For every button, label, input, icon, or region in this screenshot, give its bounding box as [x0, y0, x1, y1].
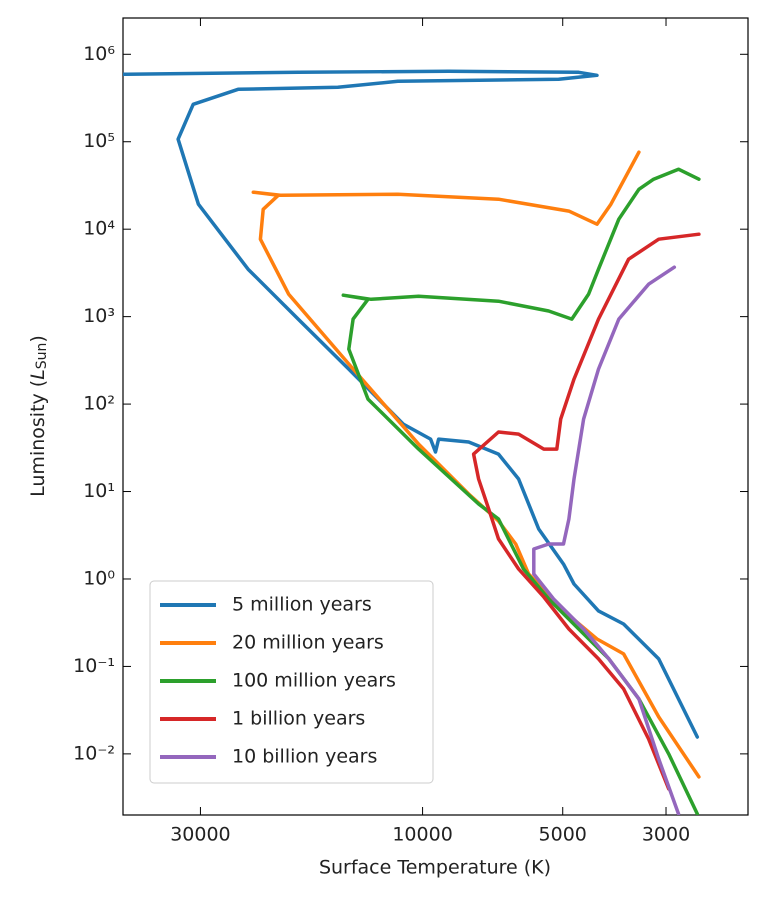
y-label-symbol: L [27, 369, 49, 380]
y-tick-label: 10² [83, 393, 115, 415]
plot-area [123, 69, 701, 815]
plot-frame [122, 17, 749, 816]
legend: 5 million years 20 million years 100 milli… [149, 580, 434, 784]
x-axis-label: Surface Temperature (K) [319, 857, 551, 879]
y-tick-label: 10⁴ [83, 218, 115, 240]
x-tick-label: 5000 [539, 824, 587, 846]
y-tick-label: 10⁰ [83, 567, 115, 589]
y-tick-label: 10³ [83, 305, 115, 327]
legend-label: 1 billion years [232, 708, 365, 730]
y-label-text: Luminosity ( [27, 380, 49, 497]
y-axis-label: Luminosity (LSun) [27, 335, 51, 497]
y-tick-label: 10⁻² [73, 742, 115, 764]
legend-label: 5 million years [232, 594, 372, 616]
y-tick-label: 10¹ [83, 480, 115, 502]
legend-box [149, 580, 434, 784]
series-line [123, 69, 700, 739]
legend-label: 100 million years [232, 670, 396, 692]
y-label-subscript: Sun [34, 343, 50, 370]
series-line [341, 167, 701, 815]
legend-label: 10 billion years [232, 746, 377, 768]
y-tick-label: 10⁵ [83, 130, 115, 152]
series-line [471, 232, 701, 791]
y-tick-label: 10⁶ [83, 43, 115, 65]
y-label-close: ) [27, 335, 49, 342]
series-line [532, 265, 681, 815]
x-tick-label: 10000 [392, 824, 452, 846]
x-tick-label: 30000 [170, 824, 230, 846]
y-tick-label: 10⁻¹ [73, 655, 115, 677]
x-tick-label: 3000 [642, 824, 690, 846]
legend-label: 20 million years [232, 632, 384, 654]
